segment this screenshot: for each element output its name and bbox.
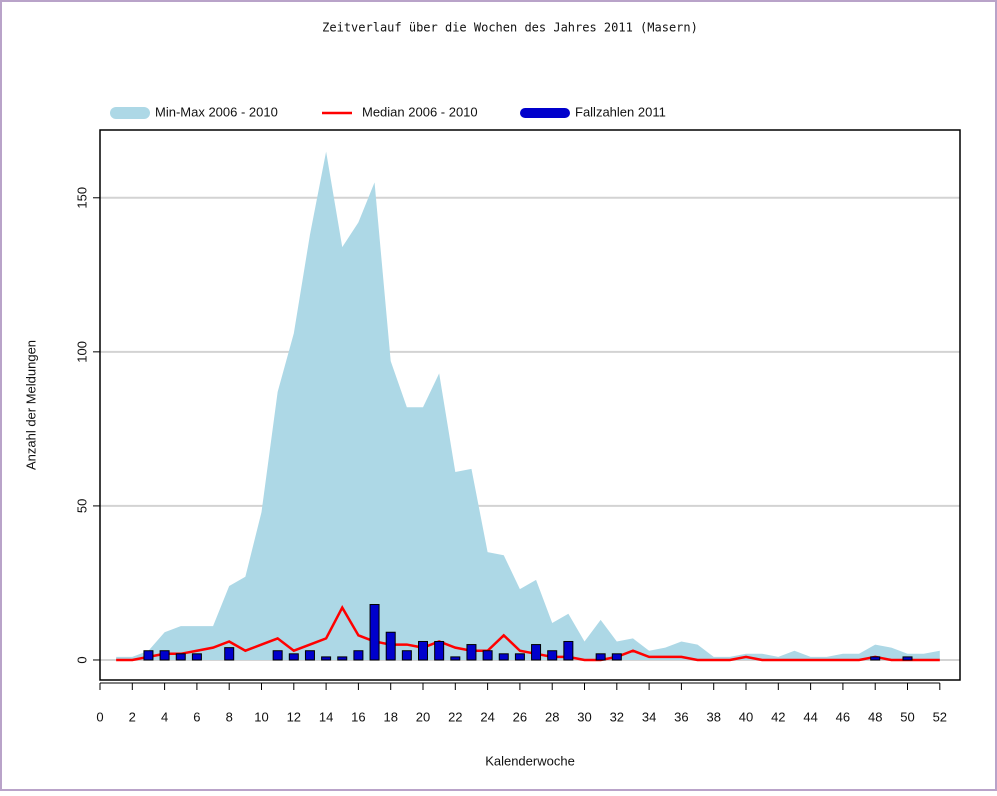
bar [902, 656, 913, 661]
x-tick-label: 4 [161, 709, 168, 724]
legend-swatch [520, 108, 570, 118]
bar [385, 631, 396, 661]
bar [353, 650, 364, 661]
x-tick-label: 6 [193, 709, 200, 724]
bar [466, 644, 477, 661]
bar [514, 653, 525, 661]
legend-label: Min-Max 2006 - 2010 [155, 104, 278, 119]
x-tick-label: 22 [448, 709, 462, 724]
bar [531, 644, 542, 661]
bar [418, 640, 429, 661]
bar [337, 656, 348, 661]
bar [175, 653, 186, 661]
x-tick-label: 10 [254, 709, 268, 724]
bar [159, 650, 170, 661]
x-tick-label: 0 [96, 709, 103, 724]
legend-label: Fallzahlen 2011 [575, 104, 666, 119]
bar [321, 656, 332, 661]
x-tick-label: 42 [771, 709, 785, 724]
legend-label: Median 2006 - 2010 [362, 104, 478, 119]
plot-box [99, 129, 961, 681]
x-tick-label: 38 [706, 709, 720, 724]
bar [450, 656, 461, 661]
y-tick-label: 100 [74, 341, 89, 363]
y-tick-label: 50 [74, 499, 89, 513]
min-max-band [116, 151, 940, 660]
x-tick-label: 36 [674, 709, 688, 724]
bar [563, 640, 574, 661]
bar [272, 650, 283, 661]
bar [369, 604, 380, 661]
x-tick-label: 16 [351, 709, 365, 724]
bar [547, 650, 558, 661]
y-axis-label: Anzahl der Meldungen [23, 340, 38, 470]
bar [870, 656, 881, 661]
bar [611, 653, 622, 661]
bar [401, 650, 412, 661]
median-line [116, 605, 940, 662]
chart-title: Zeitverlauf über die Wochen des Jahres 2… [322, 21, 698, 35]
bar [434, 640, 445, 661]
x-tick-label: 24 [480, 709, 494, 724]
bar [595, 653, 606, 661]
x-tick-label: 20 [416, 709, 430, 724]
x-tick-label: 32 [610, 709, 624, 724]
x-tick-label: 2 [129, 709, 136, 724]
x-tick-label: 18 [383, 709, 397, 724]
bar [498, 653, 509, 661]
legend-swatch [110, 107, 150, 119]
bar [224, 647, 235, 661]
y-tick-label: 150 [74, 187, 89, 209]
y-tick-label: 0 [74, 656, 89, 663]
bar [288, 653, 299, 661]
x-tick-label: 26 [513, 709, 527, 724]
bar [482, 650, 493, 661]
x-tick-label: 52 [933, 709, 947, 724]
x-tick-label: 14 [319, 709, 333, 724]
x-tick-label: 28 [545, 709, 559, 724]
x-tick-label: 34 [642, 709, 656, 724]
x-tick-label: 50 [900, 709, 914, 724]
x-tick-label: 44 [803, 709, 817, 724]
x-tick-label: 30 [577, 709, 591, 724]
x-tick-label: 46 [836, 709, 850, 724]
x-tick-label: 40 [739, 709, 753, 724]
x-axis-label: Kalenderwoche [485, 753, 575, 768]
x-tick-label: 12 [287, 709, 301, 724]
bar [191, 653, 202, 661]
x-tick-label: 48 [868, 709, 882, 724]
x-tick-label: 8 [226, 709, 233, 724]
bar [143, 650, 154, 661]
bar [304, 650, 315, 661]
